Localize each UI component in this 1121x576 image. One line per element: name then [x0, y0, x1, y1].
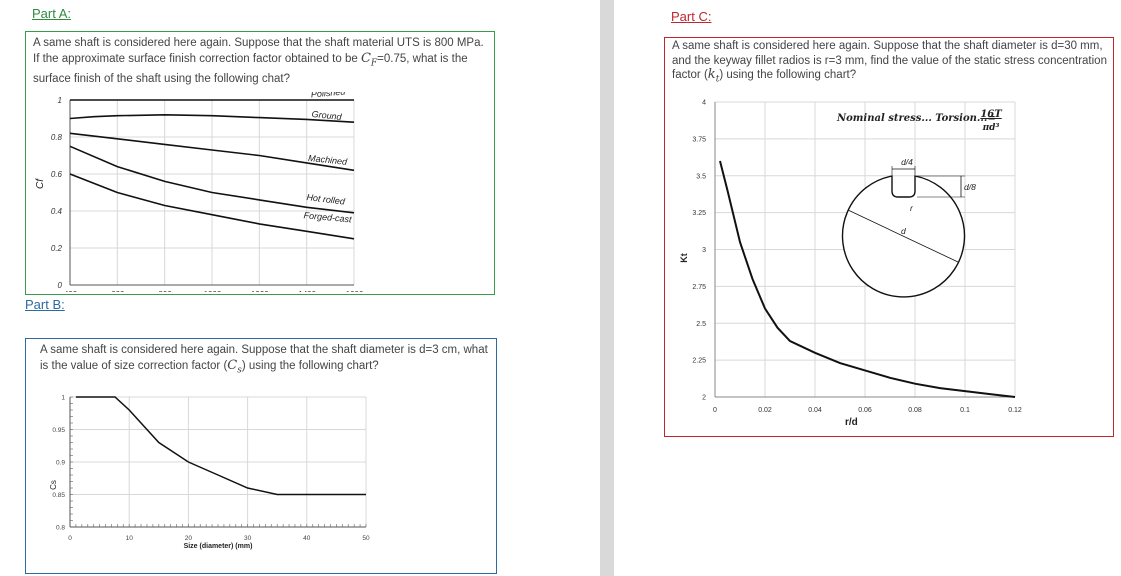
part-a-title: Part A:	[32, 6, 72, 21]
series-line-hot-rolled	[69, 145, 355, 214]
x-axis-label: Size (diameter) (mm)	[184, 543, 253, 550]
cs-symbol-main: C	[227, 358, 238, 373]
x-tick-label: 0.04	[808, 407, 822, 414]
part-a-question-tail: =0.75, what is the surface finish of the…	[33, 53, 468, 85]
size-factor-chart: 0 10 20 30 40 50 0.8 0.85 0.9 0.95 1 Cs Size (diamet…	[49, 395, 370, 551]
x-tick-label: 0.02	[758, 407, 772, 414]
series-label: Ground	[311, 109, 343, 122]
x-axis-label: r/d	[845, 417, 858, 428]
y-tick-label: 0.8	[51, 133, 63, 142]
x-tick-label: 1000	[203, 290, 221, 292]
page-divider	[600, 0, 614, 576]
y-axis-label: Cs	[49, 480, 58, 490]
diameter-line	[847, 209, 959, 263]
series-line-ground	[69, 113, 355, 123]
x-tick-label: 0.06	[858, 407, 872, 414]
stress-concentration-chart: 0 0.02 0.04 0.06 0.08 0.1 0.12 2 2.25 2.5 2.75 3 3.2…	[679, 100, 1022, 429]
y-axis-label: Cf	[35, 178, 46, 189]
cf-symbol: CF	[360, 51, 378, 69]
y-tick-label: 0	[58, 281, 63, 290]
y-tick-label: 0.9	[56, 460, 65, 467]
y-tick-label: 3.5	[696, 173, 706, 180]
x-tick-label: 0	[713, 407, 717, 414]
cf-symbol-main: C	[360, 51, 371, 66]
x-tick-label: 600	[111, 290, 125, 292]
x-tick-label: 400	[63, 290, 77, 292]
part-c-question: A same shaft is considered here again. S…	[672, 39, 1112, 87]
y-tick-label: 1	[58, 96, 62, 105]
y-axis-label: Kt	[679, 253, 689, 263]
y-tick-label: 3.75	[692, 136, 706, 143]
x-tick-label: 0.08	[908, 407, 922, 414]
diameter-label: d	[901, 226, 906, 236]
series-line-forged-cast	[69, 173, 355, 240]
y-tick-label: 0.8	[56, 525, 65, 532]
surface-finish-chart: 00.20.40.60.814006008001000120014001600P…	[35, 92, 363, 292]
x-tick-label: 0.12	[1008, 407, 1022, 414]
x-tick-label: 20	[185, 535, 193, 542]
y-tick-label: 0.6	[51, 170, 63, 179]
x-tick-label: 50	[362, 535, 370, 542]
part-a-box: A same shaft is considered here again. S…	[25, 31, 495, 295]
x-tick-label: 0.1	[960, 407, 970, 414]
cs-symbol: Cs	[227, 358, 242, 376]
keyway-depth-label: d/8	[964, 182, 976, 192]
annotation-denominator: πd³	[982, 123, 1000, 133]
x-tick-label: 40	[303, 535, 311, 542]
series-label: Hot rolled	[306, 192, 346, 207]
part-c-box: A same shaft is considered here again. S…	[664, 37, 1114, 437]
y-tick-label: 0.2	[51, 244, 63, 253]
series-line-machined	[69, 132, 355, 172]
part-c-question-tail: ) using the following chart?	[719, 69, 857, 81]
annotation-numerator: 16T	[980, 109, 1003, 120]
kt-symbol-main: k	[707, 67, 716, 82]
left-page: Part A: A same shaft is considered here …	[25, 6, 497, 574]
fillet-radius-label: r	[910, 203, 914, 213]
part-c-title: Part C:	[671, 9, 712, 24]
y-tick-label: 2	[702, 395, 706, 402]
x-tick-label: 1400	[298, 290, 316, 292]
annotation-text: Nominal stress... Torsion...=	[836, 113, 996, 124]
y-tick-label: 2.25	[692, 358, 706, 365]
part-a-question-text: A same shaft is considered here again. S…	[33, 37, 484, 65]
part-b-title: Part B:	[25, 297, 65, 312]
part-c-question-text: A same shaft is considered here again. S…	[672, 40, 1107, 81]
cs-symbol-sub: s	[237, 365, 242, 376]
y-tick-label: 0.4	[51, 207, 63, 216]
part-b-question-text: A same shaft is considered here again. S…	[40, 344, 488, 372]
y-tick-label: 1	[61, 395, 65, 402]
part-a-question: A same shaft is considered here again. S…	[33, 36, 488, 87]
x-tick-label: 30	[244, 535, 252, 542]
right-page: Part C: A same shaft is considered here …	[614, 0, 1121, 576]
kt-symbol: kt	[707, 67, 720, 85]
y-tick-label: 0.95	[52, 427, 65, 434]
x-tick-label: 1600	[345, 290, 363, 292]
part-b-box: A same shaft is considered here again. S…	[25, 338, 497, 574]
series-label: Machined	[308, 153, 349, 167]
part-b-question-tail: ) using the following chart?	[241, 360, 379, 372]
stress-concentration-line	[719, 160, 1016, 398]
part-b-question: A same shaft is considered here again. S…	[40, 343, 490, 379]
kt-symbol-sub: t	[715, 74, 720, 85]
cf-symbol-sub: F	[370, 58, 378, 69]
y-tick-label: 3	[702, 247, 706, 254]
x-tick-label: 10	[126, 535, 134, 542]
x-tick-label: 800	[158, 290, 172, 292]
x-tick-label: 0	[68, 535, 72, 542]
y-tick-label: 2.75	[692, 284, 706, 291]
keyway-width-label: d/4	[901, 157, 913, 167]
series-label: Forged-cast	[303, 210, 352, 224]
y-tick-label: 0.85	[52, 492, 65, 499]
series-label: Polished	[310, 92, 346, 99]
size-factor-line	[75, 396, 366, 496]
y-tick-label: 2.5	[696, 321, 706, 328]
y-tick-label: 3.25	[692, 210, 706, 217]
y-tick-label: 4	[702, 100, 706, 107]
x-tick-label: 1200	[250, 290, 268, 292]
